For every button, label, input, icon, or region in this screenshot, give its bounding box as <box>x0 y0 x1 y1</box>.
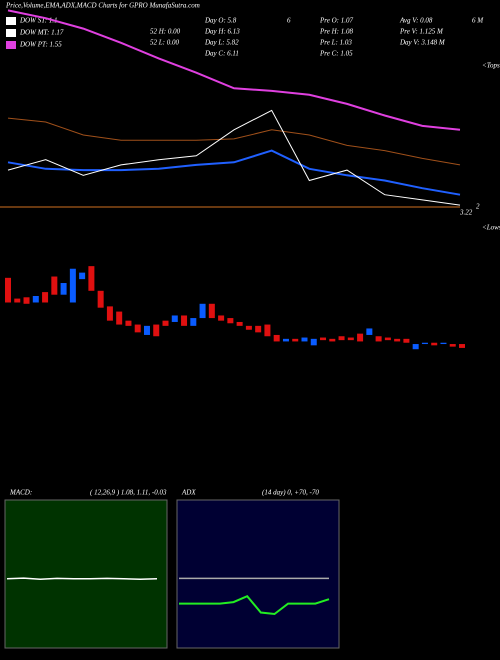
candle <box>23 297 30 304</box>
line-series <box>7 117 461 166</box>
candle <box>384 337 391 341</box>
panel-title: MACD: <box>9 489 32 497</box>
panel-subtitle: (14 day) 0, +70, -70 <box>262 489 319 497</box>
annotation: <Tops <box>482 62 500 70</box>
candle <box>412 344 419 350</box>
annotation: Day H: 6.13 <box>204 28 240 36</box>
candle <box>14 298 21 303</box>
line-series <box>6 577 158 580</box>
candle <box>5 277 11 303</box>
candle <box>459 344 465 348</box>
candle <box>431 342 438 346</box>
annotation: Avg V: 0.08 <box>399 17 433 25</box>
candle <box>125 320 132 326</box>
candle <box>282 338 289 342</box>
candle <box>449 344 456 347</box>
panel-title: ADX <box>181 489 196 497</box>
annotation: 6 <box>287 17 291 25</box>
candle <box>310 338 317 346</box>
candle <box>143 325 150 335</box>
candle <box>88 266 95 291</box>
candle <box>69 268 76 303</box>
legend-swatch <box>6 29 16 37</box>
annotation: Day C: 6.11 <box>204 50 239 58</box>
candle <box>357 333 364 342</box>
candle <box>106 306 113 321</box>
line-series <box>179 594 330 616</box>
candle <box>245 325 252 330</box>
candle <box>236 321 243 326</box>
annotation: Day V: 3.148 M <box>399 39 446 47</box>
legend-entry: DOW MT: 1.17 <box>19 29 64 37</box>
candle <box>32 296 39 303</box>
annotation: Pre V: 1.125 M <box>399 28 444 36</box>
annotation: 52 L: 0.00 <box>150 39 179 47</box>
annotation: Day O: 5.8 <box>204 17 237 25</box>
line-series <box>7 149 461 196</box>
candle <box>171 315 178 322</box>
adx-panel <box>176 499 340 649</box>
candle <box>366 328 373 335</box>
candle <box>227 318 234 324</box>
candle <box>199 303 206 319</box>
line-series <box>7 109 461 206</box>
candle <box>440 342 447 345</box>
annotation: 3.22 <box>459 209 473 217</box>
annotation: Pre O: 1.07 <box>319 17 353 25</box>
annotation: Pre L: 1.03 <box>319 39 352 47</box>
candle <box>264 324 271 337</box>
annotation: Day L: 5.82 <box>204 39 239 47</box>
candle <box>421 342 428 345</box>
annotation: 52 H: 0.00 <box>150 28 181 36</box>
annotation: Pre H: 1.08 <box>319 28 353 36</box>
candle <box>60 283 67 295</box>
legend-entry: DOW ST: 1.1 <box>19 17 58 25</box>
legend-swatch <box>6 41 16 49</box>
annotation: 6 M <box>472 17 484 25</box>
candle <box>162 320 169 326</box>
candle <box>329 338 336 342</box>
candle <box>218 315 225 321</box>
legend-entry: DOW PT: 1.55 <box>19 41 62 49</box>
annotation: 2 <box>476 203 480 211</box>
candle <box>42 292 49 303</box>
macd-panel <box>4 499 168 649</box>
candle <box>394 338 401 342</box>
candle <box>292 338 299 342</box>
candle <box>375 336 382 342</box>
candle <box>79 272 86 280</box>
candle <box>190 318 197 326</box>
candle <box>320 337 327 341</box>
candle <box>403 338 410 343</box>
candle <box>134 324 141 333</box>
annotation: Pre C: 1.05 <box>319 50 353 58</box>
candle <box>255 325 262 333</box>
candle <box>51 276 58 295</box>
candle <box>97 290 104 308</box>
candle <box>347 337 354 341</box>
candle <box>273 334 280 342</box>
legend-swatch <box>6 17 16 25</box>
candle <box>116 311 123 325</box>
candle <box>301 337 308 342</box>
panel-subtitle: ( 12,26,9 ) 1.08, 1.11, -0.03 <box>90 489 167 497</box>
line-series <box>7 9 461 131</box>
candle <box>208 303 215 319</box>
chart-title: Price,Volume,EMA,ADX,MACD Charts for GPR… <box>5 2 200 10</box>
candle <box>338 336 345 341</box>
candle <box>153 324 160 337</box>
candle <box>181 315 188 326</box>
annotation: <Lows <box>482 224 500 232</box>
